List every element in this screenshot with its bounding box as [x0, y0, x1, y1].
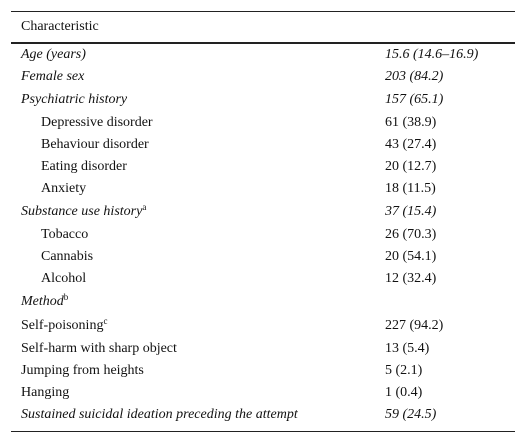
header-cell: Characteristic: [11, 12, 385, 44]
row-value: 43 (27.4): [385, 134, 515, 156]
value-text: 5 (2.1): [385, 363, 423, 378]
label-text: Self-harm with sharp object: [21, 341, 177, 356]
row-value: 26 (70.3): [385, 224, 515, 246]
row-label: Cannabis: [11, 246, 385, 268]
header-cell: [385, 12, 515, 44]
label-text: Method: [21, 294, 64, 309]
table-row: Self-poisoningc 227 (94.2): [11, 314, 515, 338]
label-text: Depressive disorder: [41, 115, 153, 130]
row-value: 13 (5.4): [385, 338, 515, 360]
row-label: Age (years): [11, 43, 385, 66]
table-row: Cannabis 20 (54.1): [11, 246, 515, 268]
value-text: 13 (5.4): [385, 341, 430, 356]
label-text: Sustained suicidal ideation preceding th…: [21, 407, 298, 422]
row-value: 5 (2.1): [385, 360, 515, 382]
row-label: Methodb: [11, 290, 385, 314]
value-text: 26 (70.3): [385, 227, 437, 242]
footnote-mark: a: [142, 202, 147, 212]
table-row: Substance use historya 37 (15.4): [11, 200, 515, 224]
row-value: 20 (54.1): [385, 246, 515, 268]
value-text: 15.6 (14.6–16.9): [385, 47, 479, 62]
row-label: Self-harm with sharp object: [11, 338, 385, 360]
row-value: 20 (12.7): [385, 156, 515, 178]
table-row: Anxiety 18 (11.5): [11, 178, 515, 200]
row-value: 37 (15.4): [385, 200, 515, 224]
row-label: Self-poisoningc: [11, 314, 385, 338]
label-text: Jumping from heights: [21, 363, 144, 378]
label-text: Eating disorder: [41, 159, 127, 174]
value-text: 20 (12.7): [385, 159, 437, 174]
row-label: Hanging: [11, 382, 385, 404]
table-row: Depressive disorder 61 (38.9): [11, 112, 515, 134]
table-row: Behaviour disorder 43 (27.4): [11, 134, 515, 156]
row-value: 61 (38.9): [385, 112, 515, 134]
header-row: Characteristic: [11, 12, 515, 44]
row-value: 157 (65.1): [385, 88, 515, 112]
value-text: 227 (94.2): [385, 318, 444, 333]
value-text: 1 (0.4): [385, 385, 423, 400]
value-text: 20 (54.1): [385, 249, 437, 264]
row-value: 203 (84.2): [385, 66, 515, 88]
footnote-mark: b: [63, 292, 69, 302]
value-text: 12 (32.4): [385, 271, 437, 286]
row-label: Depressive disorder: [11, 112, 385, 134]
row-label: Female sex: [11, 66, 385, 88]
value-text: 43 (27.4): [385, 137, 437, 152]
table-row: Psychiatric history 157 (65.1): [11, 88, 515, 112]
label-text: Female sex: [21, 69, 85, 84]
table-row: Female sex 203 (84.2): [11, 66, 515, 88]
label-text: Cannabis: [41, 249, 94, 264]
value-text: 59 (24.5): [385, 407, 437, 422]
table-row: Age (years) 15.6 (14.6–16.9): [11, 43, 515, 66]
row-label: Eating disorder: [11, 156, 385, 178]
label-text: Tobacco: [41, 227, 89, 242]
table-row: Sustained suicidal ideation preceding th…: [11, 404, 515, 431]
table-row: Tobacco 26 (70.3): [11, 224, 515, 246]
label-text: Hanging: [21, 385, 70, 400]
label-text: Self-poisoning: [21, 318, 104, 333]
row-label: Alcohol: [11, 268, 385, 290]
row-value: 1 (0.4): [385, 382, 515, 404]
row-label: Sustained suicidal ideation preceding th…: [11, 404, 385, 431]
row-value: 18 (11.5): [385, 178, 515, 200]
row-label: Jumping from heights: [11, 360, 385, 382]
label-text: Psychiatric history: [21, 92, 128, 107]
row-value: [385, 290, 515, 314]
value-text: 18 (11.5): [385, 181, 436, 196]
value-text: 37 (15.4): [385, 204, 437, 219]
table-frame: Characteristic Age (years) 15.6 (14.6–16.…: [11, 11, 515, 432]
row-label: Tobacco: [11, 224, 385, 246]
row-label: Substance use historya: [11, 200, 385, 224]
label-text: Substance use history: [21, 204, 143, 219]
table-row: Hanging 1 (0.4): [11, 382, 515, 404]
table-row: Alcohol 12 (32.4): [11, 268, 515, 290]
table-row: Self-harm with sharp object 13 (5.4): [11, 338, 515, 360]
value-text: 157 (65.1): [385, 92, 444, 107]
row-value: 59 (24.5): [385, 404, 515, 431]
row-label: Psychiatric history: [11, 88, 385, 112]
row-label: Anxiety: [11, 178, 385, 200]
row-value: 227 (94.2): [385, 314, 515, 338]
label-text: Behaviour disorder: [41, 137, 149, 152]
row-value: 15.6 (14.6–16.9): [385, 43, 515, 66]
value-text: 61 (38.9): [385, 115, 437, 130]
table-row: Eating disorder 20 (12.7): [11, 156, 515, 178]
table: Characteristic Age (years) 15.6 (14.6–16.…: [11, 12, 515, 431]
row-value: 12 (32.4): [385, 268, 515, 290]
label-text: Anxiety: [41, 181, 87, 196]
value-text: 203 (84.2): [385, 69, 444, 84]
row-label: Behaviour disorder: [11, 134, 385, 156]
label-text: Alcohol: [41, 271, 87, 286]
table-row: Methodb: [11, 290, 515, 314]
footnote-mark: c: [103, 316, 108, 326]
table-row: Jumping from heights 5 (2.1): [11, 360, 515, 382]
label-text: Age (years): [21, 47, 86, 62]
